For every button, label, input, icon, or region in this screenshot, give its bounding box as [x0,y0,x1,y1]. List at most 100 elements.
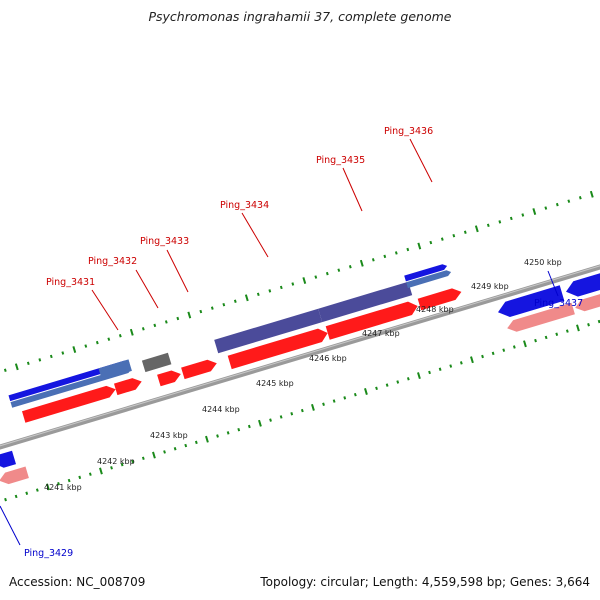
cds-ping3432b [157,370,181,387]
upper-tick [233,299,237,303]
cds-ping3434 [227,328,328,370]
lower-tick [99,467,103,475]
genome-summary-text: Topology: circular; Length: 4,559,598 bp… [260,575,590,589]
ruler-labels: 4241 kbp 4242 kbp 4243 kbp 4244 kbp 4245 kbp… [44,258,562,492]
gene-block-ping3436-top [404,264,448,282]
ruler-label: 4245 kbp [256,379,294,388]
upper-tick [417,242,422,250]
upper-tick [359,259,364,267]
upper-tick [555,202,559,207]
lower-tick [14,494,18,499]
upper-tick [474,225,479,233]
upper-tick [153,323,157,328]
gene-label: Ping_3437 [534,298,583,309]
lower-tick [311,403,315,411]
upper-tick [256,292,260,297]
gene-block-ping3431-end [98,359,132,380]
gene-leader-line [0,505,21,546]
upper-tick [95,340,99,345]
lower-tick [237,427,241,432]
lower-tick [131,459,135,464]
lower-tick [512,345,516,349]
lower-tick [163,450,166,454]
lower-tick [364,388,368,395]
upper-tick [383,254,387,259]
upper-tick [406,247,410,252]
lower-tick [290,412,294,416]
lower-tick [205,435,209,443]
upper-tick [544,206,548,210]
cds-ping3433 [181,359,217,380]
lower-tick [353,392,357,397]
upper-tick [291,282,295,286]
upper-tick [187,311,192,319]
lower-tick [141,456,145,461]
upper-tick [3,368,7,372]
upper-tick [210,306,214,310]
gene-leader-line [409,138,433,183]
lower-tick [597,319,600,324]
lower-tick [35,488,39,492]
gene-block-ping3437 [498,285,565,317]
gene-label: Ping_3433 [140,236,189,247]
lower-tick [544,335,548,340]
gene-block-ping3436-mid [406,270,452,289]
lower-tick [491,351,495,356]
upper-tick [279,285,283,290]
lower-tick [428,370,431,375]
lower-tick [396,380,400,384]
lower-tick [258,419,262,427]
upper-tick [141,327,145,331]
ruler-label: 4246 kbp [309,354,347,363]
upper-tick [199,309,203,314]
upper-tick [498,220,502,224]
accession-text: Accession: NC_008709 [9,575,146,589]
gene-leader-line [342,167,363,212]
lower-tick [565,329,569,333]
cds-ping3436 [417,288,462,311]
cds-ping3431 [22,385,116,423]
lower-tick [576,324,580,332]
lower-tick [78,475,82,480]
genome-backbone [0,264,600,450]
upper-tick [440,237,444,241]
upper-tick [26,361,30,366]
lower-tick [385,383,389,387]
lower-tick [226,431,230,435]
gene-leader-line [135,269,159,309]
upper-tick [222,302,226,307]
lower-tick [523,340,527,348]
upper-tick [72,346,77,353]
ruler-label: 4249 kbp [471,282,509,291]
upper-tick [129,328,134,336]
upper-tick [302,277,307,284]
gene-leader-line [166,249,189,293]
lower-tick [417,372,421,380]
ruler-label: 4241 kbp [44,483,82,492]
lower-tick [46,483,50,491]
lower-tick [173,447,177,451]
ruler-label: 4250 kbp [524,258,562,267]
upper-tick [532,208,537,215]
upper-tick [14,363,19,371]
gene-block-next [566,273,600,297]
gene-features [0,264,600,485]
upper-tick [509,216,513,221]
lower-tick [332,399,336,403]
upper-tick [394,251,398,255]
upper-tick [84,344,88,348]
lower-tick [470,356,474,364]
cds-ping3429 [0,466,29,485]
upper-tick [118,334,122,338]
ruler-label: 4244 kbp [202,405,240,414]
lower-tick [67,478,71,483]
upper-tick [164,320,168,324]
ruler-label: 4242 kbp [97,457,135,466]
backbone-highlight [0,265,600,447]
upper-tick [348,265,352,269]
upper-tick [49,354,53,359]
cds-ping3437 [507,302,575,332]
lower-tick [300,408,304,413]
